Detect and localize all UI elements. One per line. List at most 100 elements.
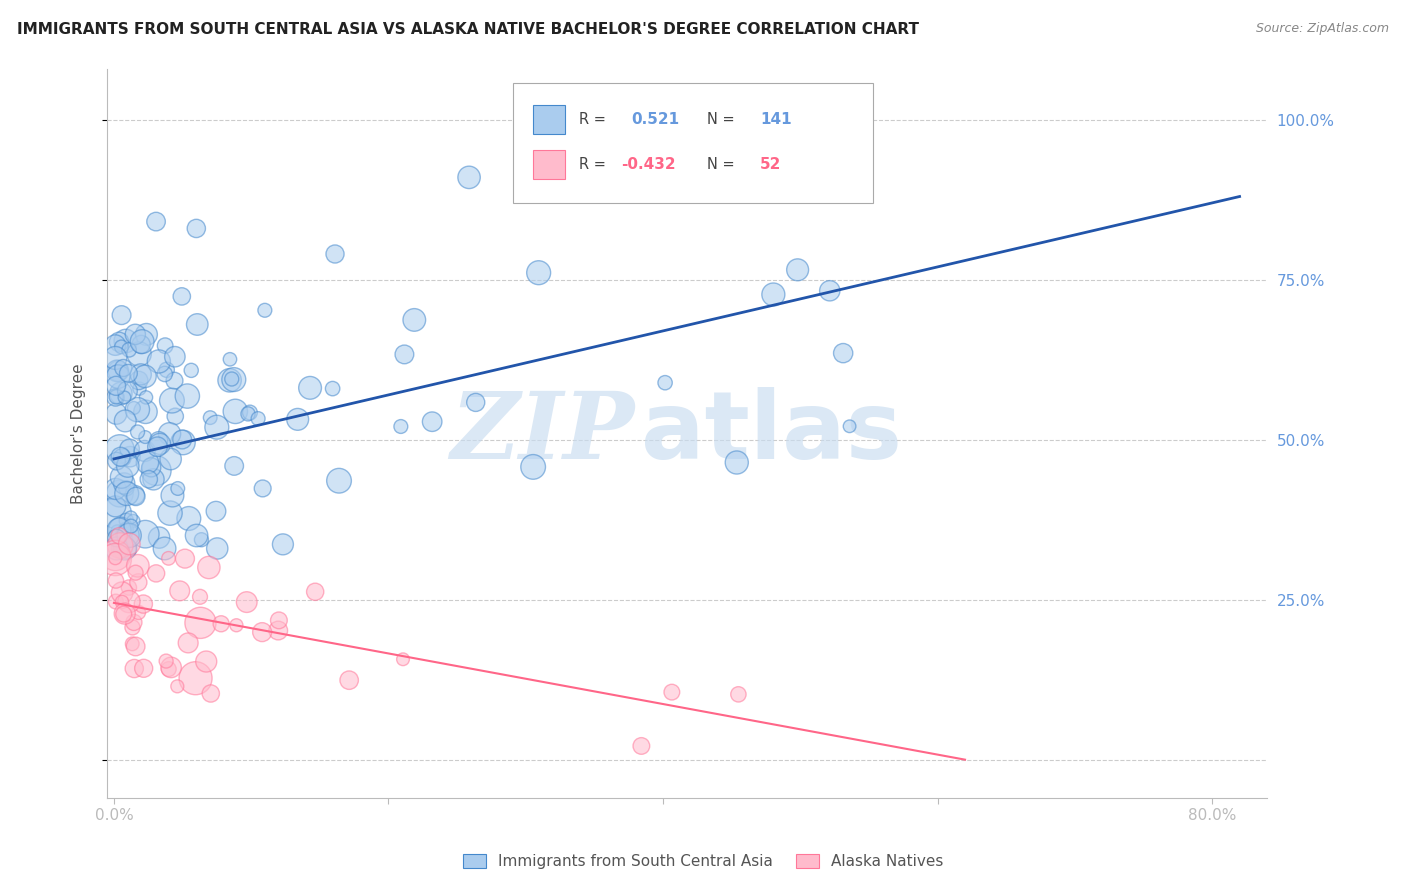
Point <box>224 458 246 473</box>
Point <box>253 303 276 318</box>
Point <box>170 289 193 303</box>
Point <box>134 369 156 384</box>
Point <box>105 454 128 468</box>
Legend: Immigrants from South Central Asia, Alaska Natives: Immigrants from South Central Asia, Alas… <box>457 848 949 875</box>
Point <box>128 347 150 361</box>
Point <box>136 455 159 469</box>
Point <box>108 539 131 553</box>
Text: atlas: atlas <box>641 387 901 479</box>
Point <box>464 395 486 409</box>
Point <box>134 444 156 458</box>
Point <box>186 528 208 542</box>
Point <box>404 313 426 327</box>
Point <box>112 361 135 376</box>
Point <box>114 334 136 348</box>
Point <box>186 318 208 332</box>
Point <box>218 373 240 387</box>
Point <box>104 594 127 608</box>
Point <box>104 549 127 563</box>
Point <box>127 425 149 439</box>
Point <box>110 541 132 556</box>
Point <box>224 404 246 418</box>
Point <box>134 405 156 419</box>
Point <box>725 455 748 469</box>
Point <box>138 472 160 486</box>
Point <box>172 433 194 447</box>
Point <box>727 687 749 701</box>
Text: 52: 52 <box>761 157 782 172</box>
Point <box>153 339 176 353</box>
Point <box>304 584 326 599</box>
Point <box>112 390 135 404</box>
Point <box>117 458 139 473</box>
Point <box>108 523 131 537</box>
Point <box>235 595 257 609</box>
Point <box>124 661 146 675</box>
Text: N =: N = <box>707 157 734 172</box>
Point <box>838 419 860 434</box>
Point <box>111 450 134 465</box>
Point <box>134 527 156 541</box>
Point <box>114 607 136 621</box>
Point <box>159 426 181 441</box>
Point <box>105 364 128 378</box>
Point <box>104 574 127 588</box>
Point <box>818 284 841 298</box>
Point <box>118 594 141 608</box>
Point <box>195 655 218 669</box>
Point <box>120 519 142 533</box>
Point <box>115 514 138 528</box>
Point <box>174 551 197 566</box>
Text: R =: R = <box>579 112 606 127</box>
Point <box>104 391 127 405</box>
Point <box>104 506 127 520</box>
Point <box>323 247 346 261</box>
Point <box>118 528 141 542</box>
Point <box>117 384 139 398</box>
Point <box>124 566 146 580</box>
Point <box>121 637 143 651</box>
Point <box>122 615 145 630</box>
Point <box>630 739 652 753</box>
Point <box>145 464 167 478</box>
Point <box>250 625 273 640</box>
Point <box>149 437 172 451</box>
Point <box>108 442 131 456</box>
Point <box>122 401 145 415</box>
Point <box>128 373 150 387</box>
Point <box>190 615 212 630</box>
Point <box>115 541 138 556</box>
Point <box>153 367 176 381</box>
Point <box>222 373 245 387</box>
Text: Source: ZipAtlas.com: Source: ZipAtlas.com <box>1256 22 1389 36</box>
Point <box>267 613 290 627</box>
Point <box>114 522 136 536</box>
Point <box>328 474 350 488</box>
Point <box>786 262 808 277</box>
Point <box>108 334 131 349</box>
Point <box>120 510 142 524</box>
Point <box>110 522 132 536</box>
Point <box>108 486 131 500</box>
Text: -0.432: -0.432 <box>621 157 675 172</box>
Point <box>394 347 416 361</box>
Point <box>110 308 132 322</box>
Point <box>118 450 141 464</box>
Point <box>112 476 135 491</box>
Point <box>166 679 188 693</box>
Point <box>252 482 274 496</box>
Point <box>104 351 127 365</box>
Point <box>153 541 176 556</box>
Point <box>148 531 170 545</box>
Point <box>141 460 163 475</box>
Point <box>271 537 294 551</box>
Point <box>148 354 170 368</box>
Point <box>127 558 149 573</box>
Point <box>108 529 131 543</box>
Point <box>132 661 155 675</box>
Point <box>148 434 170 448</box>
Point <box>135 391 157 405</box>
Point <box>118 537 141 551</box>
Point <box>107 369 129 384</box>
Point <box>129 368 152 382</box>
